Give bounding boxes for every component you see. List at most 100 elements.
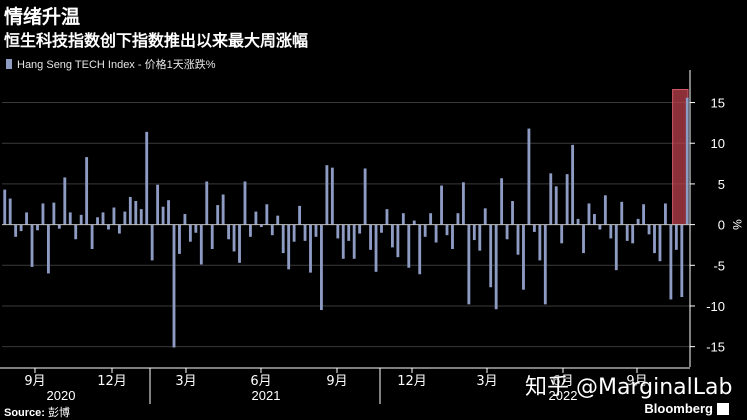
bar xyxy=(221,194,225,225)
x-tick-label: 12月 xyxy=(97,374,127,389)
bar xyxy=(489,224,493,288)
bar xyxy=(674,224,678,250)
bar xyxy=(74,224,78,240)
y-tick-label: 0 xyxy=(718,218,725,233)
bar xyxy=(232,224,236,252)
bar xyxy=(30,224,34,267)
bar xyxy=(25,212,28,225)
bar xyxy=(445,224,449,236)
bar xyxy=(292,224,296,242)
bar xyxy=(139,209,143,225)
bar xyxy=(325,165,329,225)
x-tick-label: 9月 xyxy=(626,374,647,389)
bar xyxy=(603,195,607,225)
bar xyxy=(642,204,646,225)
bar xyxy=(527,128,531,225)
bar xyxy=(341,224,345,259)
bar xyxy=(593,214,596,225)
bar xyxy=(216,205,220,225)
bar xyxy=(188,224,192,242)
bar xyxy=(609,224,613,239)
bar xyxy=(363,168,367,225)
bar xyxy=(658,224,662,262)
bar xyxy=(543,224,547,305)
bar xyxy=(276,215,280,225)
bar xyxy=(620,201,624,225)
bar xyxy=(538,224,542,261)
bar xyxy=(183,214,187,225)
bar xyxy=(172,224,176,348)
bar xyxy=(243,181,247,225)
bar xyxy=(472,224,476,241)
bar xyxy=(178,224,181,254)
bar xyxy=(500,178,504,225)
x-tick-label: 3月 xyxy=(175,374,196,389)
bar xyxy=(685,97,689,225)
bar xyxy=(401,213,405,225)
bar xyxy=(565,174,569,225)
bar xyxy=(52,202,56,225)
bar xyxy=(63,177,67,225)
source-value: 彭博 xyxy=(48,407,71,419)
bar xyxy=(680,224,684,298)
legend-swatch xyxy=(6,59,12,69)
bar xyxy=(298,205,302,225)
bar xyxy=(259,224,263,228)
x-tick-label: 9月 xyxy=(24,374,45,389)
bar xyxy=(549,173,553,225)
bar xyxy=(134,201,138,225)
bar xyxy=(554,186,558,225)
bar xyxy=(532,224,536,232)
bar xyxy=(336,224,340,239)
bar xyxy=(461,182,465,225)
bar xyxy=(625,224,629,241)
bar xyxy=(287,224,291,270)
bar xyxy=(199,224,203,265)
bar xyxy=(36,224,39,231)
x-tick-label: 6月 xyxy=(552,374,573,389)
bar xyxy=(407,224,411,268)
bar xyxy=(85,157,89,225)
legend-label: Hang Seng TECH Index - 价格1天涨跌% xyxy=(17,59,216,71)
bar xyxy=(309,224,312,273)
source-note: Source: 彭博 xyxy=(4,404,70,420)
bar xyxy=(14,224,18,237)
bar xyxy=(101,212,105,225)
bar xyxy=(385,209,389,225)
bar xyxy=(440,185,443,225)
bar xyxy=(467,224,471,305)
bar xyxy=(79,214,83,225)
bar xyxy=(281,224,285,254)
bar xyxy=(254,211,258,225)
bar xyxy=(576,218,580,225)
bar xyxy=(210,224,214,250)
bar xyxy=(494,224,498,310)
bar xyxy=(396,224,400,258)
y-tick-label: 15 xyxy=(711,96,725,111)
bar xyxy=(571,144,575,225)
bar xyxy=(112,207,116,225)
y-tick-label: -10 xyxy=(706,299,725,314)
bar xyxy=(647,224,651,235)
bar xyxy=(522,224,525,290)
y-axis-label: % xyxy=(730,219,744,230)
bar xyxy=(516,224,520,255)
bar xyxy=(352,224,356,259)
bar xyxy=(57,224,61,229)
bar xyxy=(19,224,23,232)
x-year-label: 2020 xyxy=(47,388,76,403)
bar xyxy=(631,224,635,244)
brand-text: Bloomberg xyxy=(644,401,713,416)
bar xyxy=(107,224,110,230)
bar xyxy=(303,224,307,241)
bar xyxy=(664,203,667,225)
brand-mark-icon xyxy=(717,402,729,415)
bar xyxy=(3,189,7,225)
bar xyxy=(90,224,94,250)
bar xyxy=(358,224,362,234)
bar xyxy=(560,224,564,244)
highlight-box xyxy=(672,89,689,226)
bar xyxy=(369,224,372,250)
bar xyxy=(227,224,231,240)
